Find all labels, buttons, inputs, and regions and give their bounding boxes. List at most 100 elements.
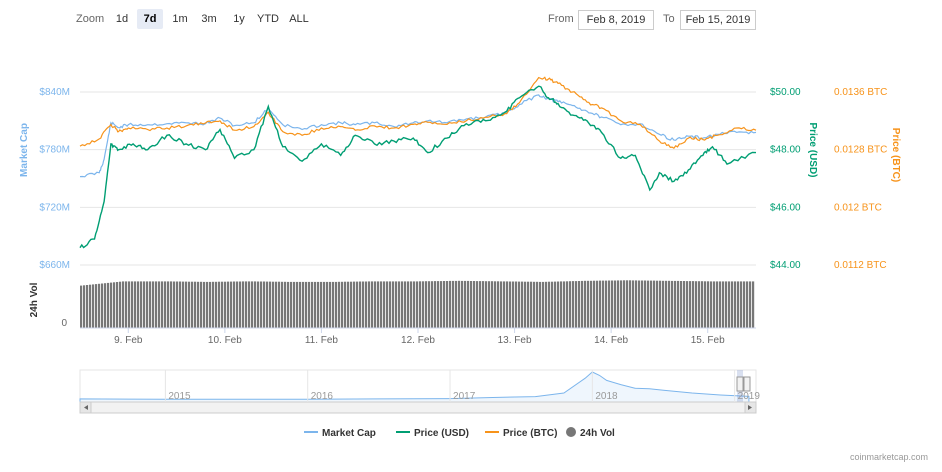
volume-bar <box>83 285 86 328</box>
navigator-year-label: 2018 <box>595 391 618 402</box>
legend-item[interactable]: 24h Vol <box>566 427 615 439</box>
volume-bar <box>488 281 491 328</box>
price-btc-tick-label: 0.0136 BTC <box>834 87 887 98</box>
volume-bar <box>551 281 554 328</box>
volume-bar <box>392 281 395 328</box>
zoom-ytd-button[interactable]: YTD <box>257 13 279 25</box>
volume-bar <box>539 281 542 328</box>
volume-bar <box>377 281 380 328</box>
volume-bar <box>389 281 392 328</box>
volume-bar <box>305 281 308 328</box>
volume-bar <box>209 281 212 328</box>
volume-bar <box>308 281 311 328</box>
volume-bar <box>284 281 287 328</box>
volume-bar <box>719 281 722 328</box>
navigator-frame <box>79 369 757 403</box>
navigator-right-handle[interactable] <box>743 376 751 392</box>
volume-bar <box>227 281 230 328</box>
volume-bar <box>596 280 599 328</box>
zoom-1y-button[interactable]: 1y <box>233 13 245 25</box>
volume-bar <box>620 280 623 328</box>
volume-bar <box>491 281 494 328</box>
volume-bar <box>680 281 683 328</box>
volume-bar <box>461 280 464 328</box>
volume-bar <box>542 281 545 328</box>
volume-bar <box>512 281 515 328</box>
volume-bar <box>152 281 155 328</box>
volume-bar <box>443 281 446 328</box>
volume-bar <box>629 280 632 328</box>
zoom-1m-button[interactable]: 1m <box>172 13 188 25</box>
legend-item[interactable]: Price (USD) <box>396 428 469 439</box>
volume-bar <box>320 281 323 328</box>
series-lines <box>79 76 757 249</box>
volume-bar <box>743 281 746 328</box>
volume-bar <box>203 281 206 328</box>
volume-bar <box>497 281 500 328</box>
legend-item[interactable]: Market Cap <box>304 428 376 439</box>
volume-bar <box>110 282 113 328</box>
x-tick-label: 10. Feb <box>208 335 242 346</box>
volume-bar <box>374 281 377 328</box>
from-date-input[interactable]: Feb 8, 2019 <box>578 10 654 30</box>
volume-bar <box>218 281 221 328</box>
volume-bar <box>89 284 92 328</box>
volume-bar <box>335 281 338 328</box>
navigator-scrollbar[interactable] <box>79 401 757 414</box>
volume-bar <box>134 281 137 328</box>
axes: Market Cap Price (USD) Price (BTC) 24h V… <box>19 87 901 346</box>
zoom-1d-button[interactable]: 1d <box>115 13 129 25</box>
volume-bar <box>242 281 245 328</box>
volume-bar <box>386 281 389 328</box>
price-btc-series-line <box>79 76 757 149</box>
to-date-input[interactable]: Feb 15, 2019 <box>680 10 756 30</box>
volume-bar <box>278 281 281 328</box>
volume-bar <box>269 281 272 328</box>
x-tick-label: 14. Feb <box>594 335 628 346</box>
volume-bar <box>632 280 635 328</box>
navigator-left-handle[interactable] <box>736 376 744 392</box>
volume-bar <box>107 282 110 328</box>
zoom-3m-button[interactable]: 3m <box>201 13 217 25</box>
volume-bar <box>533 281 536 328</box>
volume-bar <box>281 281 284 328</box>
volume-bar <box>641 280 644 328</box>
volume-bar <box>158 281 161 328</box>
volume-bar <box>440 281 443 328</box>
volume-bar <box>398 281 401 328</box>
volume-bar <box>311 281 314 328</box>
volume-bar <box>194 281 197 328</box>
volume-bar <box>713 281 716 328</box>
volume-bar <box>494 281 497 328</box>
volume-bar <box>167 281 170 328</box>
volume-bar <box>731 281 734 328</box>
zoom-all-button[interactable]: ALL <box>289 13 309 25</box>
volume-bar <box>728 281 731 328</box>
volume-bar <box>602 280 605 328</box>
volume-bar <box>86 285 89 328</box>
volume-bar <box>473 281 476 328</box>
volume-bar <box>638 280 641 328</box>
volume-bar <box>695 281 698 328</box>
market-cap-tick-label: $780M <box>39 145 70 156</box>
legend-item[interactable]: Price (BTC) <box>485 428 557 439</box>
volume-bar <box>692 281 695 328</box>
volume-bar <box>617 280 620 328</box>
volume-bar <box>233 281 236 328</box>
x-tick-label: 15. Feb <box>691 335 725 346</box>
credits-watermark[interactable]: coinmarketcap.com <box>849 452 928 462</box>
volume-bar <box>326 281 329 328</box>
volume-bar <box>224 281 227 328</box>
legend-label: Market Cap <box>322 428 376 439</box>
scroll-right-arrow-icon <box>748 405 752 410</box>
volume-bar <box>635 280 638 328</box>
price-usd-tick-label: $50.00 <box>770 87 801 98</box>
volume-bar <box>185 281 188 328</box>
zoom-7d-button[interactable]: 7d <box>137 9 163 29</box>
volume-bar <box>431 281 434 328</box>
volume-bar <box>362 281 365 328</box>
volume-bar <box>200 281 203 328</box>
volume-bar <box>575 281 578 328</box>
volume-bar <box>725 281 728 328</box>
volume-bar <box>707 281 710 328</box>
